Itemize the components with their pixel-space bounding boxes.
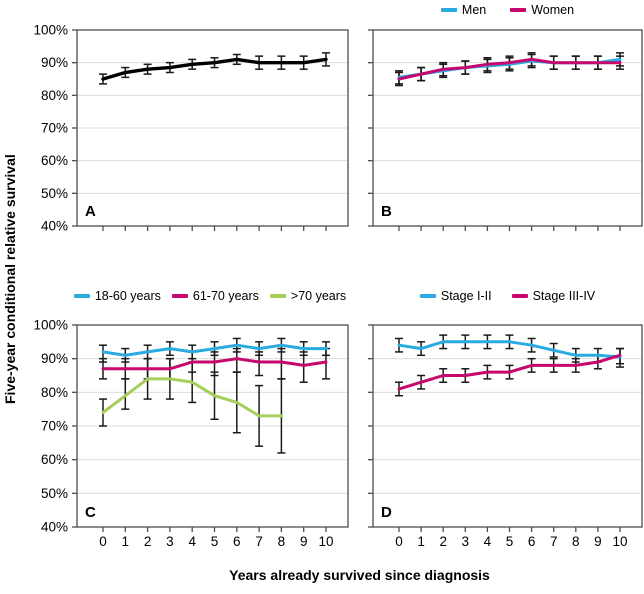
legend-item: 18-60 years (73, 289, 161, 303)
x-tick-label: 6 (528, 534, 536, 549)
series-line (101, 343, 328, 357)
legend-swatch (511, 294, 528, 298)
x-tick-label: 7 (255, 534, 263, 549)
x-tick-label: 7 (550, 534, 558, 549)
x-tick-label: 9 (300, 534, 308, 549)
y-tick-label: 70% (41, 121, 68, 136)
series-line (101, 357, 328, 371)
x-tick-label: 8 (278, 534, 286, 549)
y-tick-label: 60% (41, 452, 68, 467)
y-tick-label: 80% (41, 88, 68, 103)
series-line (397, 340, 622, 359)
legend-panel-d: Stage I-II Stage III-IV (373, 289, 642, 303)
y-tick-label: 50% (41, 186, 68, 201)
legend-label: 18-60 years (94, 289, 161, 303)
x-tick-label: 3 (166, 534, 174, 549)
y-tick-label: 90% (41, 351, 68, 366)
legend-swatch (440, 8, 457, 12)
y-tick-label: 100% (33, 318, 68, 333)
x-tick-label: 2 (144, 534, 152, 549)
legend-panel-b: Men Women (373, 3, 642, 17)
x-tick-label: 5 (211, 534, 219, 549)
x-tick-label: 0 (395, 534, 403, 549)
legend-item: Women (510, 3, 574, 17)
x-axis-title: Years already survived since diagnosis (229, 567, 490, 583)
series-line (397, 353, 622, 391)
x-tick-label: 8 (572, 534, 580, 549)
x-tick-label: 5 (506, 534, 514, 549)
legend-swatch (419, 294, 436, 298)
panel-a: 100% 90% 80% 70% 60% 50% 40% A (33, 23, 349, 234)
y-tick-label: 40% (41, 219, 68, 234)
panel-letter-a: A (85, 203, 96, 220)
legend-item: Stage I-II (419, 289, 492, 303)
y-tick-label: 80% (41, 385, 68, 400)
legend-swatch (269, 294, 286, 298)
x-tick-label: 10 (612, 534, 627, 549)
legend-swatch (73, 294, 90, 298)
x-tick-label: 6 (233, 534, 241, 549)
x-tick-label: 9 (594, 534, 602, 549)
legend-label: 61-70 years (192, 289, 259, 303)
y-axis-title: Five-year conditional relative survival (2, 154, 18, 404)
x-tick-label: 1 (417, 534, 425, 549)
x-tick-label: 10 (318, 534, 333, 549)
y-tick-label: 60% (41, 153, 68, 168)
x-tick-label: 4 (188, 534, 196, 549)
x-tick-label: 1 (122, 534, 130, 549)
y-tick-label: 50% (41, 486, 68, 501)
series-line (397, 57, 622, 81)
panel-letter-c: C (85, 504, 96, 521)
y-tick-label: 70% (41, 419, 68, 434)
x-tick-label: 0 (99, 534, 107, 549)
legend-item: >70 years (269, 289, 347, 303)
y-tick-label: 40% (41, 520, 68, 535)
series-line (101, 377, 283, 418)
y-tick-label: 100% (33, 23, 68, 38)
legend-item: Men (440, 3, 487, 17)
legend-label: Stage I-II (440, 289, 492, 303)
legend-label: >70 years (290, 289, 347, 303)
legend-swatch (171, 294, 188, 298)
x-tick-label: 3 (462, 534, 470, 549)
legend-label: Stage III-IV (532, 289, 596, 303)
x-tick-label: 2 (439, 534, 447, 549)
legend-label: Women (531, 3, 575, 17)
y-tick-label: 90% (41, 55, 68, 70)
x-tick-label: 4 (484, 534, 492, 549)
legend-panel-c: 18-60 years 61-70 years >70 years (64, 289, 356, 303)
series-line (101, 57, 328, 81)
panel-b: B (368, 29, 643, 231)
legend-swatch (510, 8, 527, 12)
legend-label: Men (461, 3, 487, 17)
legend-item: 61-70 years (171, 289, 259, 303)
panel-c: 100% 90% 80% 70% 60% 50% 40% 0 1 2 3 4 5 6 7 8 9 10 C (33, 318, 349, 549)
panel-letter-d: D (381, 504, 392, 521)
panel-letter-b: B (381, 203, 392, 220)
panel-d: 0 1 2 3 4 5 6 7 8 9 10 D (368, 324, 643, 549)
legend-item: Stage III-IV (511, 289, 596, 303)
